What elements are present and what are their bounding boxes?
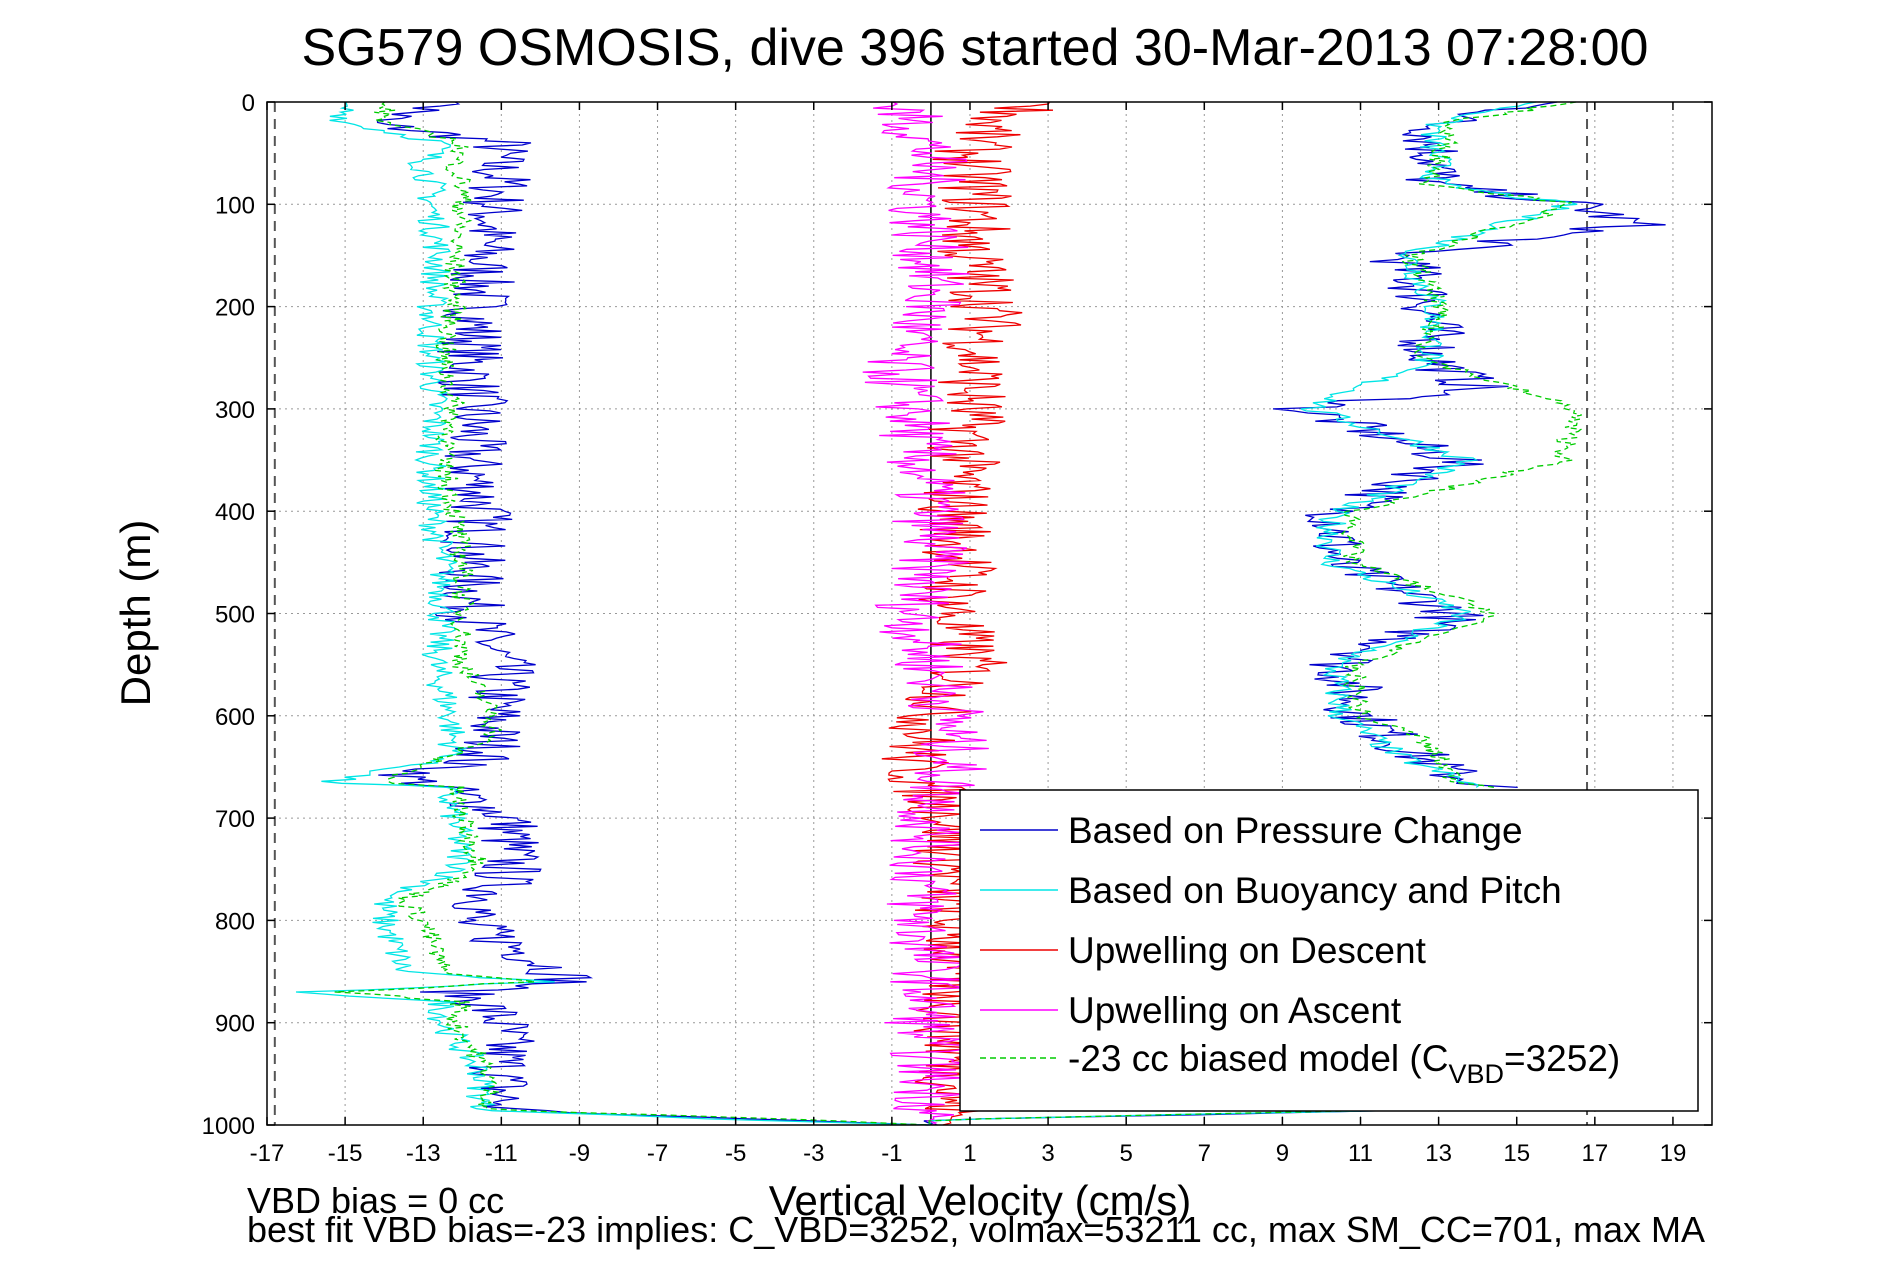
x-tick-label: -7 — [647, 1140, 668, 1167]
y-tick-label: 500 — [215, 602, 255, 629]
y-tick-label: 400 — [215, 499, 255, 526]
x-tick-label: -3 — [803, 1140, 824, 1167]
x-tick-label: 9 — [1276, 1140, 1289, 1167]
x-axis-ticks: -17 -15 -13 -11 -9 -7 -5 -3 -1 1 3 5 7 9 11 13 15 17 19 — [250, 102, 1687, 1167]
series-based-on-pressure-change-climb-line — [1272, 101, 1666, 789]
y-tick-label: 200 — [215, 295, 255, 322]
legend-label: Upwelling on Ascent — [1068, 990, 1402, 1031]
x-tick-label: 3 — [1041, 1140, 1054, 1167]
legend: Based on Pressure Change Based on Buoyanc… — [959, 789, 1699, 1112]
y-tick-label: 1000 — [202, 1113, 255, 1140]
y-tick-label: 700 — [215, 806, 255, 833]
series-upwelling-on-ascent-line — [862, 101, 989, 1126]
x-tick-label: -9 — [569, 1140, 590, 1167]
x-tick-label: 1 — [963, 1140, 976, 1167]
x-tick-label: 5 — [1120, 1140, 1133, 1167]
legend-box — [959, 789, 1699, 1112]
x-tick-label: -5 — [725, 1140, 746, 1167]
y-axis-label: Depth (m) — [112, 520, 159, 707]
y-tick-label: 100 — [215, 192, 255, 219]
x-tick-label: 11 — [1348, 1140, 1373, 1167]
y-tick-label: 300 — [215, 397, 255, 424]
series-based-on-buoyancy-and-pitch-climb-line — [1300, 101, 1578, 788]
x-tick-label: -1 — [881, 1140, 902, 1167]
series-23-cc-biased-model-c-dive-line — [334, 101, 931, 1126]
y-tick-label: 800 — [215, 908, 255, 935]
chart-title: SG579 OSMOSIS, dive 396 started 30-Mar-2… — [302, 19, 1649, 77]
y-axis-ticks: 0 100 200 300 400 500 600 700 800 900 1000 — [202, 90, 1712, 1140]
legend-label: Based on Pressure Change — [1068, 810, 1523, 851]
legend-label: Upwelling on Descent — [1068, 930, 1427, 971]
x-tick-label: 17 — [1581, 1140, 1608, 1167]
x-tick-label: -13 — [406, 1140, 441, 1167]
series-23-cc-biased-model-c-climb-line — [1340, 101, 1583, 789]
footer-vbd-bias: VBD bias = 0 cc — [247, 1180, 505, 1221]
series-based-on-buoyancy-and-pitch-dive-line — [295, 101, 930, 1126]
footer-best-fit: best fit VBD bias=-23 implies: C_VBD=325… — [247, 1209, 1705, 1250]
x-axis-label: Vertical Velocity (cm/s) — [769, 1177, 1191, 1224]
x-tick-label: 15 — [1503, 1140, 1530, 1167]
y-tick-label: 900 — [215, 1011, 255, 1038]
series-23-cc-biased-model-c-climb-line — [928, 1110, 1362, 1126]
legend-label: Based on Buoyancy and Pitch — [1068, 870, 1562, 911]
series-layer — [295, 101, 1666, 1126]
x-tick-label: 19 — [1660, 1140, 1687, 1167]
x-tick-label: -11 — [485, 1140, 518, 1167]
y-tick-label: 600 — [215, 704, 255, 731]
x-tick-label: -15 — [328, 1140, 363, 1167]
x-tick-label: 7 — [1198, 1140, 1211, 1167]
x-tick-label: 13 — [1425, 1140, 1452, 1167]
x-tick-label: -17 — [250, 1140, 285, 1167]
y-tick-label: 0 — [242, 90, 255, 117]
